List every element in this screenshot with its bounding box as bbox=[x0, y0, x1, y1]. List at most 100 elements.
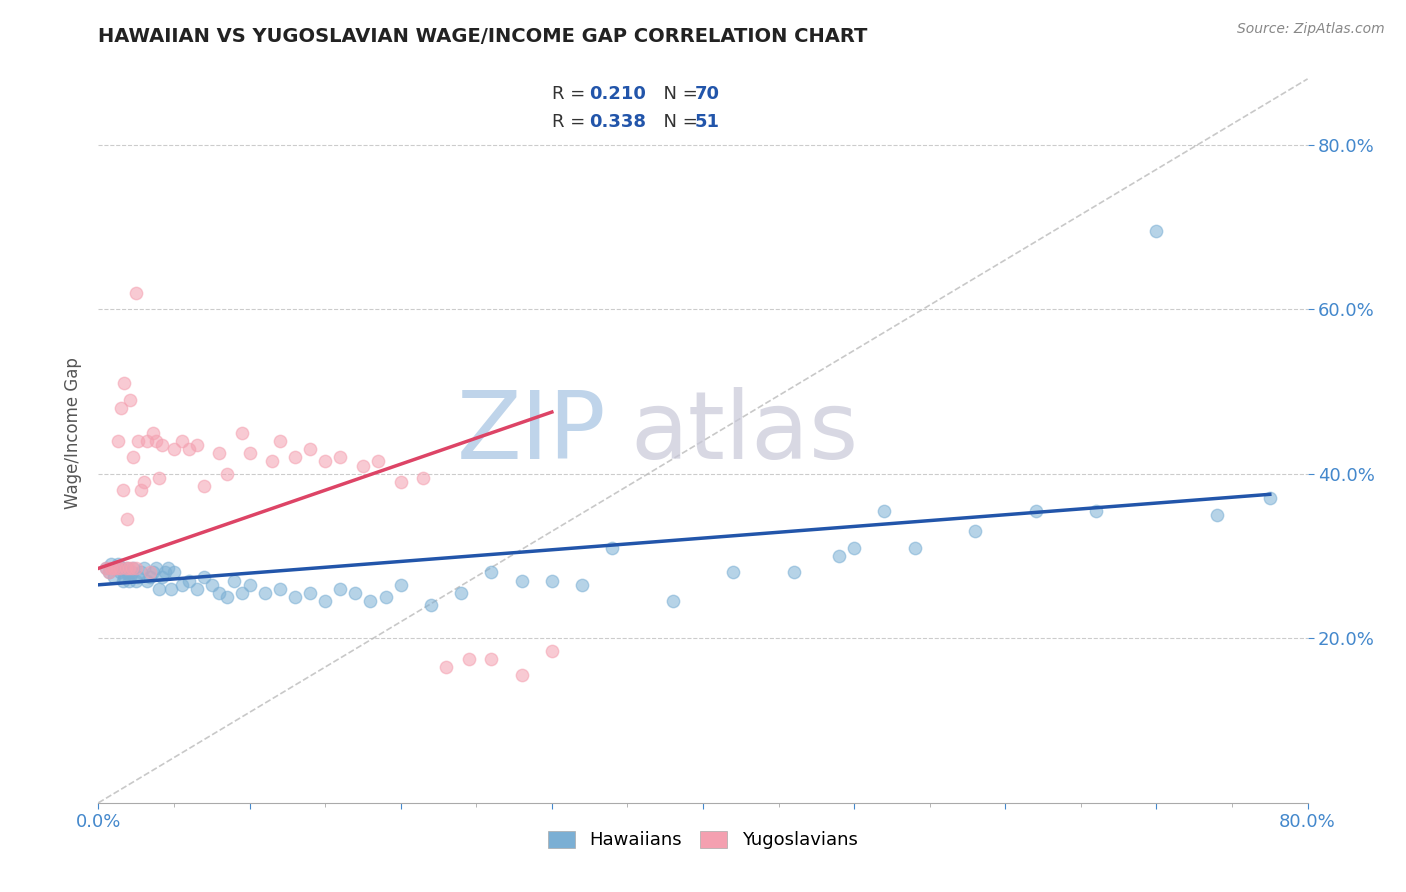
Point bbox=[510, 574, 533, 588]
Point bbox=[450, 586, 472, 600]
Point bbox=[121, 561, 143, 575]
Point bbox=[284, 590, 307, 604]
Point bbox=[118, 574, 141, 588]
Point bbox=[457, 652, 479, 666]
Point bbox=[329, 582, 352, 596]
Point bbox=[224, 574, 246, 588]
Point bbox=[201, 578, 224, 592]
Point bbox=[186, 582, 208, 596]
Point bbox=[110, 401, 132, 415]
Point bbox=[1085, 504, 1108, 518]
Point bbox=[135, 434, 157, 448]
Point bbox=[100, 561, 122, 575]
Point bbox=[105, 561, 128, 575]
Point bbox=[783, 566, 806, 580]
Point bbox=[129, 483, 152, 498]
Point bbox=[661, 594, 683, 608]
Point bbox=[110, 561, 132, 575]
Point bbox=[120, 569, 142, 583]
Point bbox=[121, 566, 143, 580]
Point bbox=[239, 578, 262, 592]
Point bbox=[127, 569, 149, 583]
Point bbox=[374, 590, 396, 604]
Point bbox=[132, 475, 155, 489]
Point bbox=[314, 594, 336, 608]
Point bbox=[299, 586, 322, 600]
Point bbox=[118, 561, 141, 575]
Point bbox=[723, 566, 745, 580]
Point bbox=[215, 467, 238, 481]
Point bbox=[148, 471, 170, 485]
Point bbox=[103, 569, 125, 583]
Point bbox=[156, 561, 179, 575]
Point bbox=[540, 574, 562, 588]
Point bbox=[170, 578, 193, 592]
Point bbox=[170, 434, 193, 448]
Point bbox=[828, 549, 851, 563]
Point bbox=[108, 561, 131, 575]
Point bbox=[142, 425, 165, 440]
Point bbox=[1206, 508, 1229, 522]
Text: N =: N = bbox=[652, 112, 704, 130]
Point bbox=[153, 566, 176, 580]
Point bbox=[148, 582, 170, 596]
Point bbox=[150, 438, 173, 452]
Point bbox=[111, 574, 134, 588]
Point bbox=[100, 558, 122, 572]
Text: HAWAIIAN VS YUGOSLAVIAN WAGE/INCOME GAP CORRELATION CHART: HAWAIIAN VS YUGOSLAVIAN WAGE/INCOME GAP … bbox=[98, 27, 868, 45]
Point bbox=[111, 483, 134, 498]
Point bbox=[112, 569, 135, 583]
Point bbox=[602, 541, 624, 555]
Point bbox=[98, 566, 121, 580]
Point bbox=[122, 450, 145, 465]
Point bbox=[115, 512, 138, 526]
Point bbox=[360, 594, 382, 608]
Point bbox=[231, 586, 253, 600]
Point bbox=[481, 566, 503, 580]
Point bbox=[269, 434, 291, 448]
Point bbox=[314, 454, 336, 468]
Point bbox=[352, 458, 374, 473]
Point bbox=[434, 660, 457, 674]
Point bbox=[1144, 224, 1167, 238]
Point bbox=[150, 569, 173, 583]
Point bbox=[179, 442, 201, 456]
Point bbox=[186, 438, 208, 452]
Point bbox=[142, 566, 165, 580]
Point bbox=[125, 561, 148, 575]
Point bbox=[94, 561, 117, 575]
Point bbox=[510, 668, 533, 682]
Text: atlas: atlas bbox=[630, 386, 859, 479]
Point bbox=[299, 442, 322, 456]
Point bbox=[129, 566, 152, 580]
Point bbox=[262, 454, 284, 468]
Point bbox=[139, 566, 162, 580]
Point bbox=[114, 566, 136, 580]
Point bbox=[139, 569, 162, 583]
Point bbox=[420, 599, 443, 613]
Text: 0.338: 0.338 bbox=[589, 112, 647, 130]
Point bbox=[253, 586, 276, 600]
Point bbox=[115, 561, 138, 575]
Point bbox=[193, 569, 215, 583]
Point bbox=[145, 434, 167, 448]
Text: N =: N = bbox=[652, 85, 704, 103]
Text: 70: 70 bbox=[695, 85, 720, 103]
Y-axis label: Wage/Income Gap: Wage/Income Gap bbox=[63, 357, 82, 508]
Text: R =: R = bbox=[551, 112, 591, 130]
Point bbox=[108, 566, 131, 580]
Point bbox=[367, 454, 389, 468]
Point bbox=[125, 285, 148, 300]
Point bbox=[103, 561, 125, 575]
Point bbox=[105, 561, 128, 575]
Text: 0.210: 0.210 bbox=[589, 85, 647, 103]
Point bbox=[120, 392, 142, 407]
Point bbox=[107, 558, 129, 572]
Point bbox=[571, 578, 593, 592]
Point bbox=[107, 434, 129, 448]
Point bbox=[1024, 504, 1046, 518]
Text: R =: R = bbox=[551, 85, 591, 103]
Text: 51: 51 bbox=[695, 112, 720, 130]
Point bbox=[163, 566, 186, 580]
Point bbox=[239, 446, 262, 460]
